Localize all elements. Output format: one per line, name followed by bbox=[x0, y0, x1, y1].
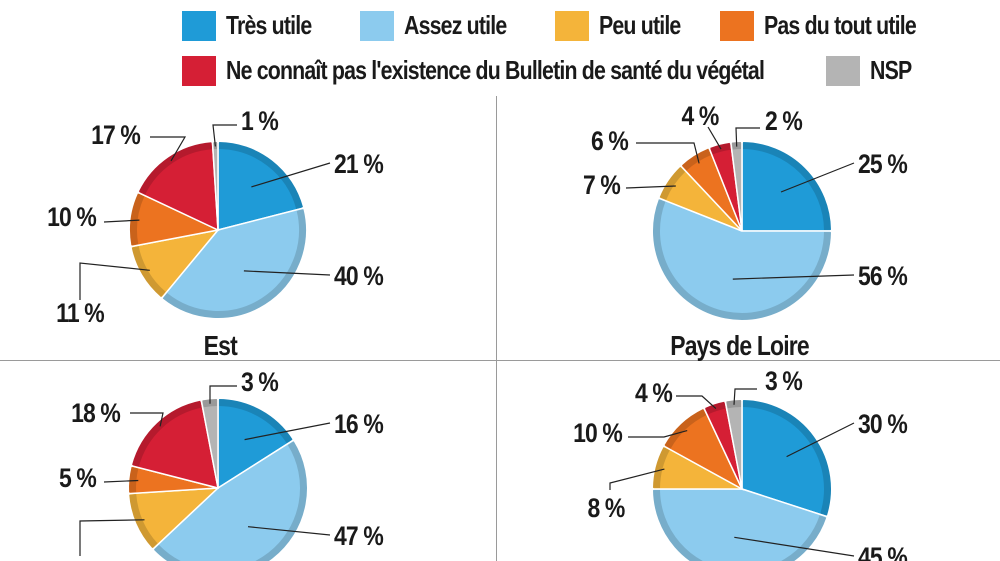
legend: Très utile Assez utile Peu utile Pas du … bbox=[0, 0, 1000, 92]
leader-line bbox=[625, 185, 676, 189]
pie-chart-4: 30 % 45 % 8 % 10 % 4 % 3 % bbox=[573, 366, 908, 561]
slice-label: 11 % bbox=[56, 558, 104, 561]
slice-label: 10 % bbox=[573, 418, 622, 448]
slice-label: 40 % bbox=[334, 261, 383, 291]
slice-label: 56 % bbox=[858, 261, 907, 291]
slice-label: 25 % bbox=[858, 149, 907, 179]
legend-item-assez-utile: Assez utile bbox=[360, 10, 529, 41]
pie-slice-rim bbox=[132, 400, 202, 467]
pie-slice-rim bbox=[129, 466, 139, 493]
slice-label: 8 % bbox=[588, 493, 626, 523]
pie-slice-rim bbox=[653, 447, 670, 489]
pie-slice-rim bbox=[162, 209, 306, 318]
leader-line bbox=[251, 162, 331, 188]
pie-slice-rim bbox=[659, 166, 686, 200]
region-title-pays-de-loire: Pays de Loire bbox=[670, 330, 809, 361]
leader-line bbox=[628, 430, 688, 438]
slice-label: 4 % bbox=[682, 101, 720, 131]
leader-line bbox=[735, 127, 760, 147]
legend-label: Très utile bbox=[226, 10, 312, 40]
legend-swatch bbox=[360, 10, 394, 41]
leader-line bbox=[212, 124, 237, 147]
leader-line bbox=[676, 395, 717, 410]
slice-label: 11 % bbox=[56, 298, 104, 328]
legend-label: Peu utile bbox=[599, 10, 681, 40]
legend-swatch bbox=[182, 10, 216, 41]
leader-line bbox=[243, 270, 331, 276]
pie-slice-rim bbox=[681, 148, 711, 171]
legend-item-peu-utile: Peu utile bbox=[555, 10, 698, 41]
legend-item-tres-utile: Très utile bbox=[182, 10, 330, 41]
vertical-divider bbox=[496, 96, 497, 561]
slice-label: 5 % bbox=[59, 463, 97, 493]
slice-label: 4 % bbox=[635, 378, 673, 408]
slice-label: 17 % bbox=[91, 120, 140, 150]
slice-label: 1 % bbox=[241, 106, 279, 136]
leader-line bbox=[244, 422, 331, 441]
pie-slice-rim bbox=[743, 142, 831, 230]
leader-line bbox=[103, 479, 139, 483]
pie-slice-rim bbox=[743, 400, 831, 516]
leader-line bbox=[79, 519, 145, 556]
horizontal-divider bbox=[0, 360, 1000, 361]
legend-swatch bbox=[182, 55, 216, 86]
region-title-est: Est bbox=[203, 330, 238, 361]
leader-line bbox=[732, 274, 855, 280]
slice-label: 10 % bbox=[47, 202, 96, 232]
pie-slice-rim bbox=[131, 246, 166, 298]
legend-label: NSP bbox=[870, 55, 912, 85]
slice-label: 45 % bbox=[858, 542, 907, 561]
pie-slice-rim bbox=[130, 193, 145, 246]
slice-label: 3 % bbox=[241, 367, 279, 397]
leader-line bbox=[707, 126, 722, 150]
legend-swatch bbox=[720, 10, 754, 41]
legend-item-nsp: NSP bbox=[826, 55, 920, 86]
slice-label: 2 % bbox=[765, 106, 803, 136]
pie-slice-rim bbox=[138, 142, 212, 195]
leader-line bbox=[130, 412, 164, 427]
leader-line bbox=[209, 385, 237, 404]
legend-label: Pas du tout utile bbox=[764, 10, 917, 40]
pie-slice-rim bbox=[153, 441, 307, 561]
leader-line bbox=[780, 162, 855, 193]
leader-line bbox=[636, 142, 700, 164]
pie-chart-2: 25 % 56 % 7 % 6 % 4 % 2 % bbox=[583, 101, 908, 321]
slice-label: 3 % bbox=[765, 366, 803, 396]
pie-slice-rim bbox=[653, 199, 831, 320]
slice-label: 18 % bbox=[71, 398, 120, 428]
slice-label: 30 % bbox=[858, 409, 907, 439]
legend-label: Ne connaît pas l'existence du Bulletin d… bbox=[226, 55, 765, 85]
leader-line bbox=[733, 388, 757, 405]
leader-line bbox=[150, 136, 187, 162]
slice-label: 47 % bbox=[334, 521, 383, 551]
pie-slice bbox=[724, 399, 743, 490]
leader-line bbox=[786, 422, 855, 458]
slice-label: 6 % bbox=[591, 126, 629, 156]
pie-chart-1: 21 % 40 % 11 % 10 % 17 % 1 % bbox=[47, 106, 384, 328]
leader-line bbox=[79, 262, 150, 300]
leader-line bbox=[247, 526, 331, 536]
leader-line bbox=[734, 536, 855, 557]
slice-label: 21 % bbox=[334, 149, 383, 179]
pie-slice-rim bbox=[129, 494, 158, 549]
pie-chart-3: 16 % 47 % 11 % 5 % 18 % 3 % bbox=[56, 367, 384, 561]
leader-line bbox=[609, 468, 665, 490]
pie-slice-rim bbox=[653, 490, 827, 561]
slice-label: 16 % bbox=[334, 409, 383, 439]
legend-label: Assez utile bbox=[404, 10, 507, 40]
leader-line bbox=[103, 219, 140, 223]
legend-item-pas-du-tout-utile: Pas du tout utile bbox=[720, 10, 949, 41]
pie-slice-rim bbox=[664, 408, 707, 449]
legend-swatch bbox=[555, 10, 589, 41]
pie-slice-rim bbox=[218, 399, 293, 444]
pie-slice-rim bbox=[218, 142, 303, 209]
legend-item-ne-connait-pas: Ne connaît pas l'existence du Bulletin d… bbox=[182, 55, 882, 86]
legend-swatch bbox=[826, 55, 860, 86]
slice-label: 7 % bbox=[583, 170, 621, 200]
